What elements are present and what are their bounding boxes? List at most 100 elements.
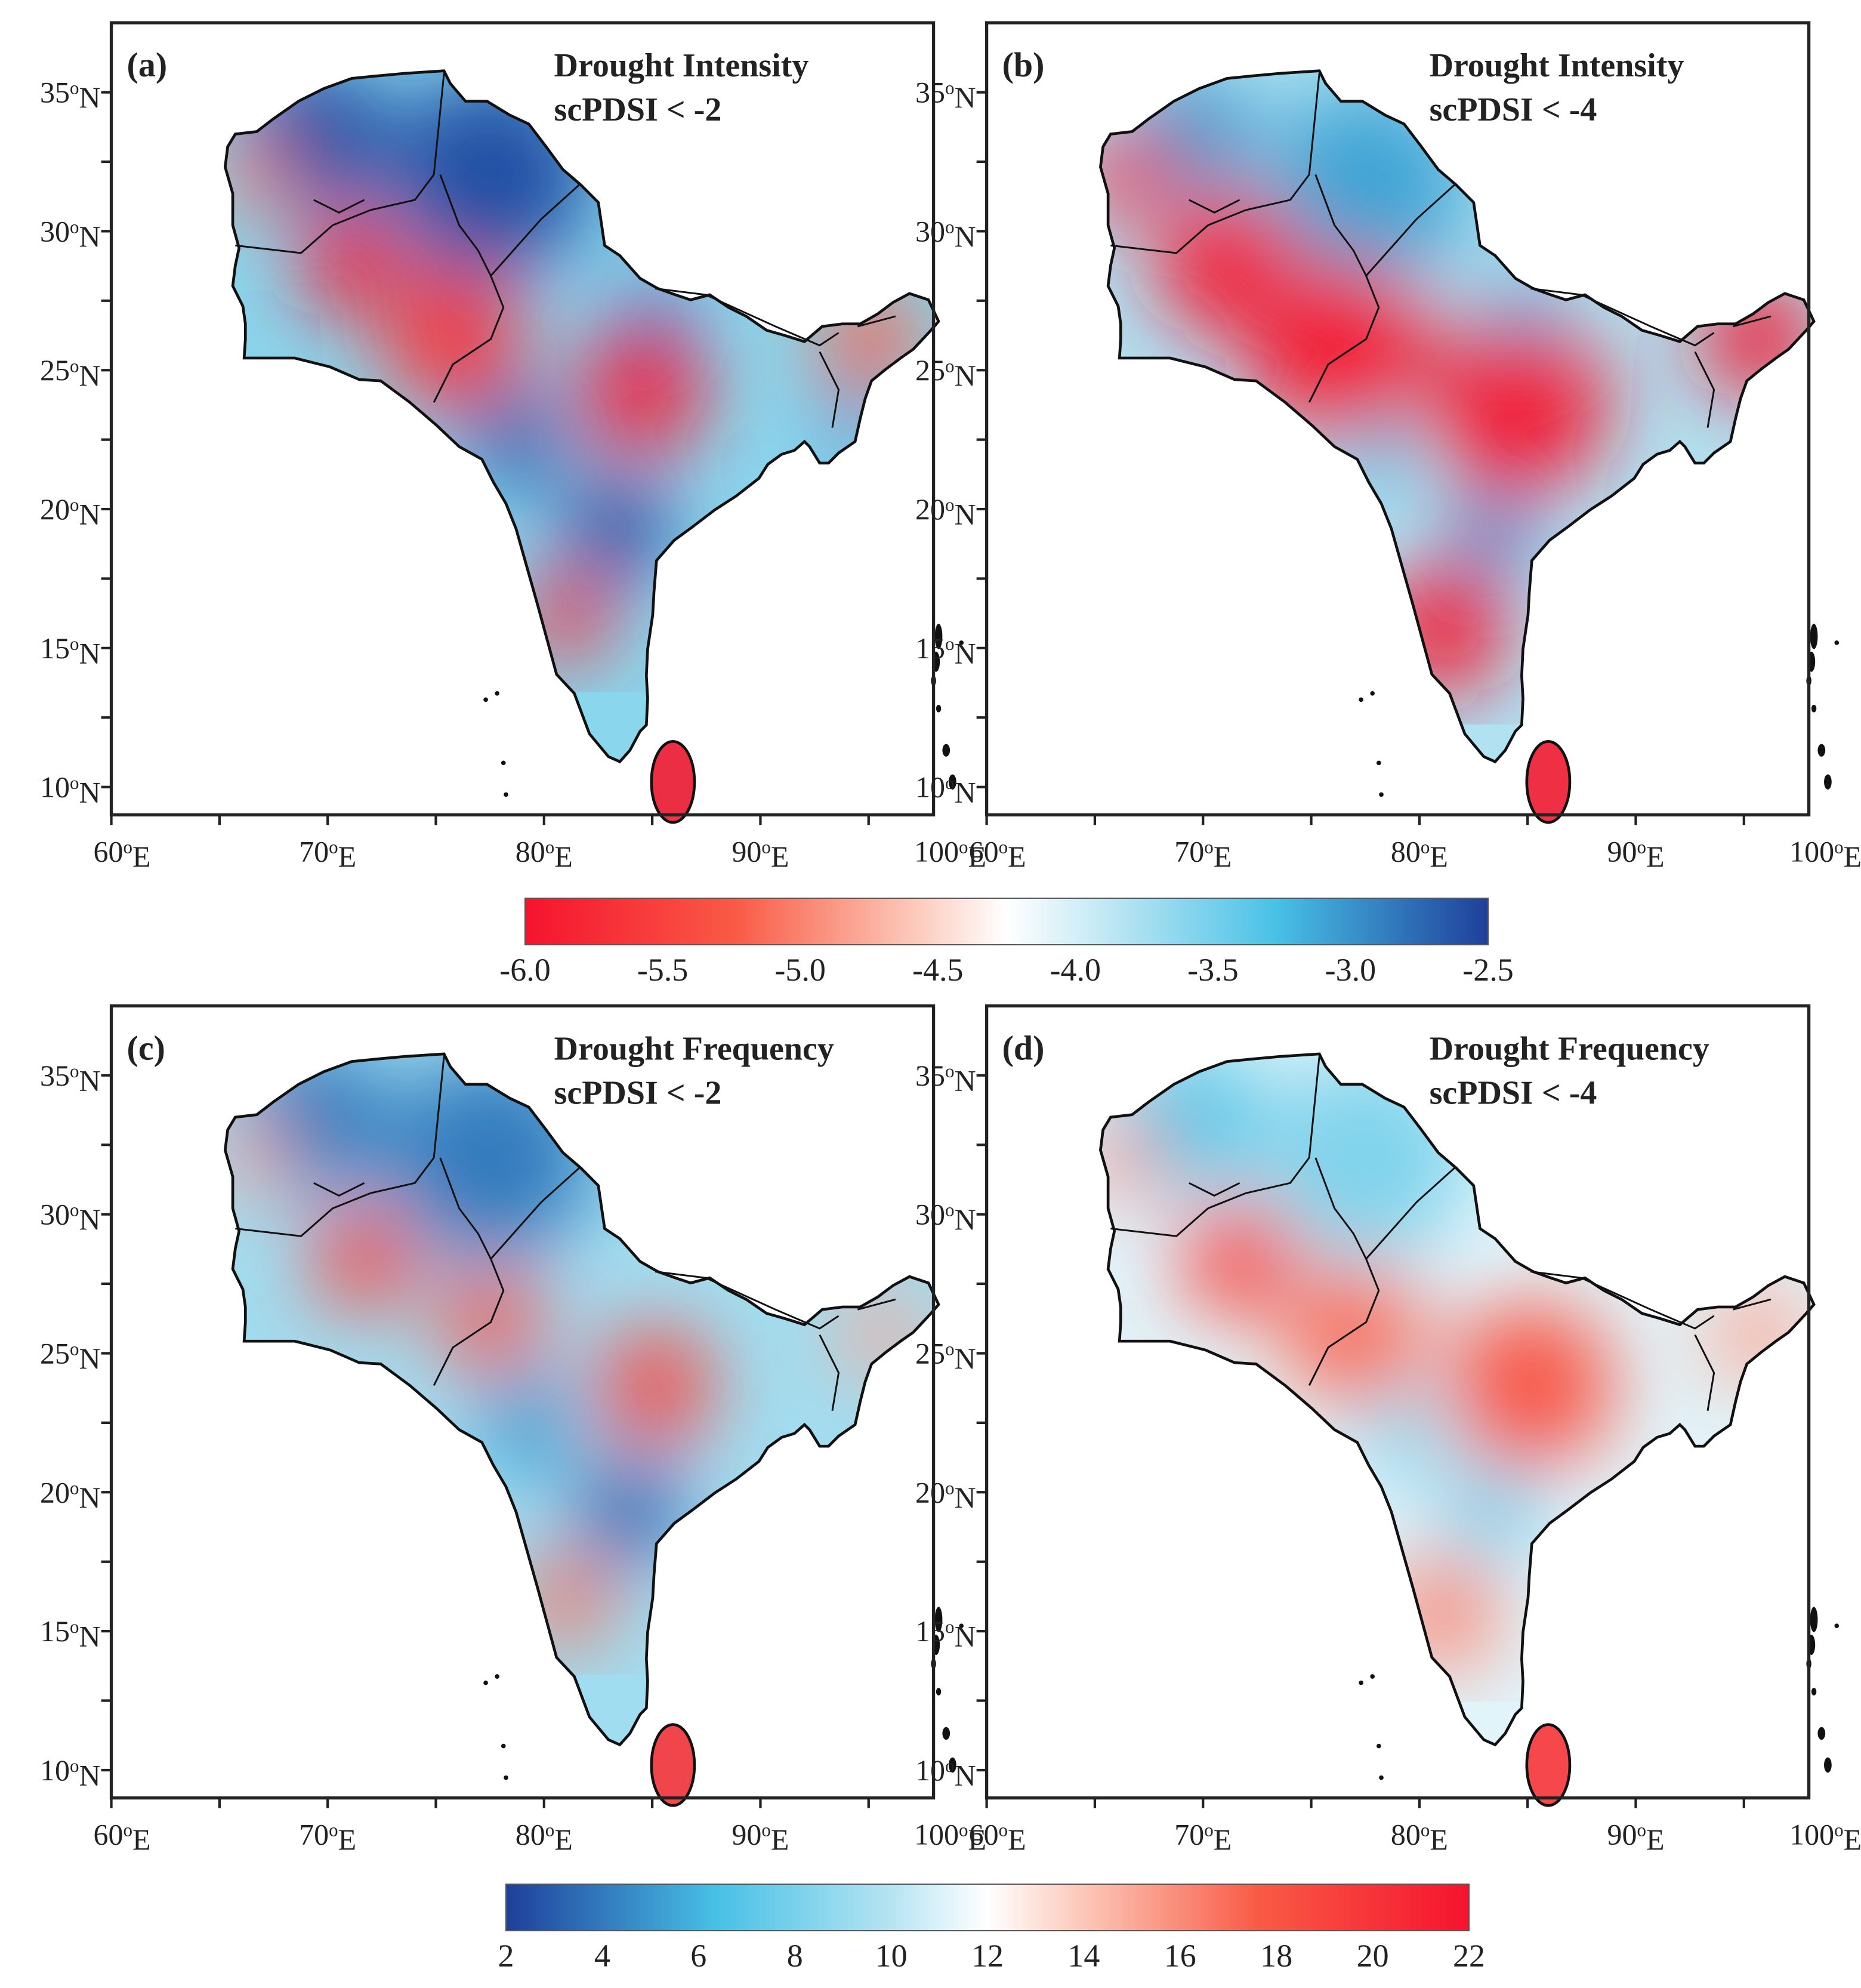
lat-label: 30oN <box>40 1198 101 1237</box>
colorbar-frequency-tick-label: 4 <box>594 1938 610 1974</box>
island <box>1370 691 1375 696</box>
colorbar-frequency-tick-label: 6 <box>690 1938 706 1974</box>
field-anomaly <box>579 326 706 453</box>
lon-label: 90oE <box>732 834 789 873</box>
field-anomaly <box>383 269 523 409</box>
field-anomaly <box>598 1329 712 1443</box>
island <box>1824 774 1832 790</box>
lon-label: 100oE <box>914 1818 986 1857</box>
field-anomaly <box>313 1208 415 1310</box>
field-anomaly <box>301 212 403 314</box>
lat-label: 35oN <box>40 1059 101 1098</box>
field-srilanka <box>651 1724 695 1806</box>
field-srilanka <box>651 741 695 822</box>
island <box>1810 624 1818 649</box>
colorbar-intensity-tick-label: -3.0 <box>1325 952 1376 988</box>
colorbar-intensity-tick-label: -5.0 <box>774 952 825 988</box>
panel-title-line1: Drought Intensity <box>554 47 809 84</box>
lon-label: 70oE <box>1174 1818 1232 1857</box>
lon-label: 90oE <box>732 1818 789 1857</box>
lat-label: 20oN <box>915 1475 976 1514</box>
lat-label: 25oN <box>40 1336 101 1375</box>
field-anomaly <box>1489 276 1560 347</box>
island <box>1811 1688 1817 1696</box>
island <box>1824 1757 1832 1773</box>
island <box>1811 704 1817 713</box>
field-anomaly <box>1455 497 1531 574</box>
lon-label: 60oE <box>969 1818 1026 1857</box>
panel-title-line1: Drought Intensity <box>1430 47 1684 84</box>
lat-label: 30oN <box>915 1198 976 1237</box>
island <box>1834 640 1840 645</box>
axis-ticks <box>976 1074 1745 1808</box>
colorbar-frequency-tick-label: 18 <box>1260 1938 1292 1974</box>
panel-label: (d) <box>1002 1028 1045 1067</box>
field-anomaly <box>1448 1468 1537 1557</box>
island <box>501 1743 506 1749</box>
field-anomaly <box>624 282 687 346</box>
colorbar-frequency-tick-label: 22 <box>1453 1938 1485 1974</box>
map-panel <box>976 21 1840 825</box>
field-anomaly <box>1429 313 1607 491</box>
lon-label: 80oE <box>516 1818 573 1857</box>
island <box>483 697 488 702</box>
lat-label: 25oN <box>915 1336 976 1375</box>
island <box>1817 1727 1826 1740</box>
colorbar-intensity-tick-label: -4.0 <box>1050 952 1101 988</box>
island <box>959 1623 964 1629</box>
panel-frame <box>984 21 1811 816</box>
colorbars: -6.0 -5.5 -5.0 -4.5 -4.0 -3.5 -3.0 -2.5 2 4 6 8 10 12… <box>498 898 1514 1974</box>
lon-label: 60oE <box>969 834 1026 873</box>
field-anomaly <box>1360 1392 1449 1481</box>
colorbar-frequency-tick-label: 20 <box>1357 1938 1389 1974</box>
panel-title-line2: scPDSI < -4 <box>1430 91 1597 128</box>
panel-label: (c) <box>127 1028 165 1067</box>
field-anomaly <box>1283 1265 1423 1405</box>
country-boundary <box>1110 1056 1772 1411</box>
island <box>934 1607 943 1632</box>
island <box>934 624 943 649</box>
island <box>504 1775 508 1780</box>
colorbar-frequency-tick-label: 10 <box>875 1938 908 1974</box>
island <box>1359 1680 1363 1685</box>
panel-title-line2: scPDSI < -4 <box>1430 1074 1597 1111</box>
lon-label: 60oE <box>94 1818 151 1857</box>
lon-label: 100oE <box>1789 834 1861 873</box>
panel-frame <box>109 21 936 816</box>
field-layer <box>1526 1724 1570 1806</box>
island <box>948 1757 956 1773</box>
colorbar-frequency-tick-label: 16 <box>1164 1938 1196 1974</box>
lat-label: 10oN <box>40 1753 101 1792</box>
island <box>936 1688 942 1696</box>
island <box>1376 760 1381 766</box>
field-anomaly <box>478 1373 579 1474</box>
axis-ticks <box>101 1074 870 1808</box>
lon-label: 70oE <box>1174 834 1232 873</box>
lat-label: 15oN <box>40 631 101 670</box>
island <box>1379 792 1384 797</box>
lat-label: 15oN <box>40 1614 101 1653</box>
island <box>1370 1674 1375 1679</box>
island <box>1810 1607 1818 1632</box>
lat-label: 35oN <box>915 1059 976 1098</box>
field-anomaly <box>566 478 668 580</box>
lat-label: 30oN <box>915 214 976 253</box>
colorbar-frequency-bar <box>505 1884 1470 1931</box>
island <box>936 704 942 713</box>
lat-label: 10oN <box>915 770 976 809</box>
lat-label: 20oN <box>915 492 976 531</box>
field-blobs <box>1100 73 1814 694</box>
lon-label: 80oE <box>1391 1818 1448 1857</box>
island <box>483 1680 488 1685</box>
field-srilanka <box>1526 1724 1570 1806</box>
island <box>495 1674 499 1679</box>
island <box>942 744 950 757</box>
field-anomaly <box>1157 193 1297 333</box>
colorbar-intensity-bar <box>524 898 1489 945</box>
axis-ticks <box>101 91 870 825</box>
island <box>948 774 956 790</box>
country-boundary <box>235 1056 896 1411</box>
lat-label: 25oN <box>40 353 101 392</box>
lat-label: 10oN <box>40 770 101 809</box>
